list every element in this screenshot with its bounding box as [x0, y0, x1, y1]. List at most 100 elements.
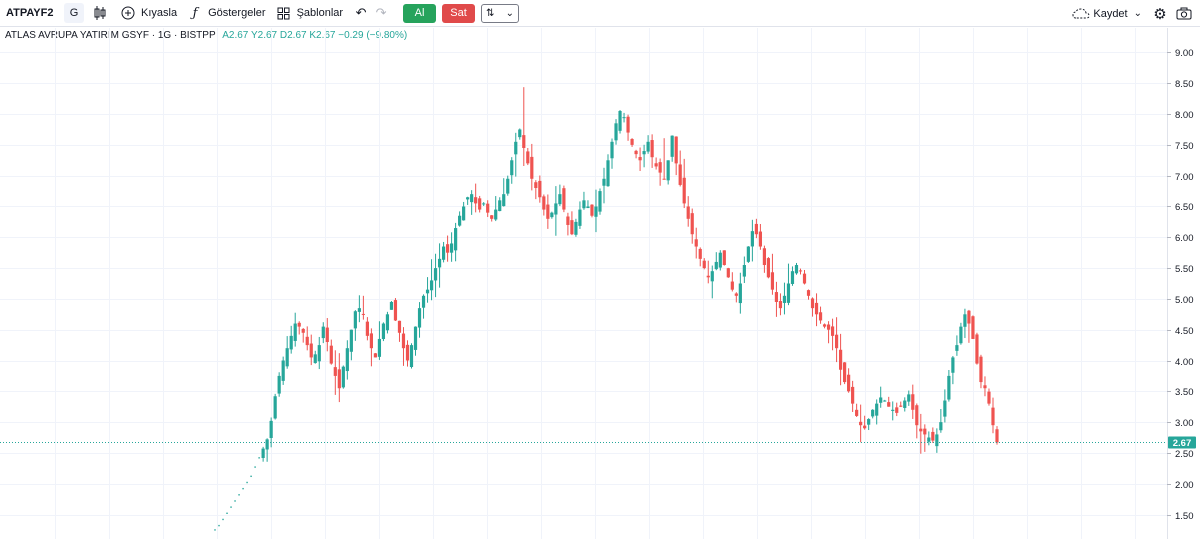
candle [441, 241, 446, 263]
candle [317, 336, 321, 370]
candle [822, 323, 827, 329]
candle [839, 333, 843, 386]
candle [214, 529, 216, 531]
candle [261, 446, 265, 462]
candle [566, 212, 570, 236]
compare-button[interactable]: Kıyasla [118, 3, 177, 23]
candle [289, 325, 293, 354]
candle [598, 188, 602, 215]
candle [381, 322, 386, 342]
save-menu-chevron-icon[interactable]: ⌄ [1133, 8, 1142, 19]
candle [558, 184, 562, 207]
candle [939, 409, 943, 433]
compare-label: Kıyasla [141, 7, 178, 19]
candle [851, 380, 855, 412]
candle [806, 289, 811, 300]
candle [843, 362, 847, 385]
templates-button[interactable]: Şablonlar [274, 3, 343, 23]
candle [325, 318, 329, 352]
candle [847, 368, 851, 393]
candle [742, 256, 746, 283]
candle [786, 263, 791, 306]
candle-style-icon[interactable] [90, 3, 110, 23]
candle [963, 308, 967, 339]
candle [574, 218, 578, 237]
candle [995, 426, 999, 445]
chart-grid [0, 28, 1167, 539]
candle [654, 157, 658, 170]
candle [790, 266, 795, 286]
candle [510, 157, 514, 184]
candle [923, 424, 927, 452]
candle [738, 272, 742, 314]
candle [530, 143, 534, 191]
candle [433, 253, 438, 298]
candle [421, 294, 426, 319]
sell-button[interactable]: Sat [442, 3, 476, 23]
candle [281, 356, 285, 385]
candle [606, 154, 610, 187]
candle [590, 204, 594, 218]
candle [602, 167, 606, 204]
candle [818, 306, 823, 324]
candle [506, 175, 510, 196]
candle [450, 232, 454, 262]
gear-icon[interactable]: ⚙ [1153, 5, 1167, 23]
redo-icon[interactable]: ↷ [375, 5, 387, 20]
legend-name[interactable]: ATLAS AVRUPA YATIRIM GSYF [5, 30, 149, 41]
candle [369, 328, 373, 367]
candle [401, 327, 406, 366]
chart-legend: ATLAS AVRUPA YATIRIM GSYF · 1G · BISTPP … [5, 30, 408, 41]
y-tick-label: 9.00 [1175, 48, 1194, 59]
symbol-search-button[interactable]: ATPAYF2 [6, 7, 54, 19]
y-tick-label: 8.50 [1175, 79, 1194, 90]
y-tick-label: 5.50 [1175, 264, 1194, 275]
chevron-down-icon: ⌄ [505, 7, 515, 19]
candle [943, 389, 947, 423]
chart-area[interactable]: 9.00 8.50 8.00 7.50 7.00 6.50 6.00 5.50 5.00 4.50… [0, 28, 1200, 539]
candle [907, 390, 911, 406]
candle [722, 250, 726, 266]
y-tick-label: 8.00 [1175, 110, 1194, 121]
candle [301, 328, 305, 343]
candle [254, 466, 256, 468]
y-tick-label: 7.00 [1175, 172, 1194, 183]
candle [883, 399, 887, 402]
save-button[interactable]: Kaydet [1093, 7, 1128, 20]
buy-button[interactable]: Al [403, 3, 437, 23]
last-price-label: 2.67 [1173, 438, 1192, 449]
candle [867, 418, 871, 431]
interval-button[interactable]: G [64, 3, 84, 23]
camera-icon[interactable] [1174, 4, 1194, 24]
candle [662, 138, 666, 180]
candle [975, 332, 979, 365]
candle [526, 147, 530, 166]
candle [490, 215, 494, 222]
candle [871, 409, 875, 419]
price-chart[interactable]: 9.00 8.50 8.00 7.50 7.00 6.50 6.00 5.50 5.00 4.50… [0, 28, 1200, 539]
candle [458, 211, 462, 227]
y-tick-label: 6.00 [1175, 233, 1194, 244]
order-type-select[interactable]: ⇅ ⌄ [481, 3, 520, 23]
candle [429, 259, 434, 301]
candle [486, 200, 490, 217]
candle [750, 219, 754, 262]
candle [345, 340, 349, 380]
candle [762, 245, 767, 273]
candle [718, 250, 722, 271]
candle [698, 247, 702, 267]
undo-icon[interactable]: ↶ [355, 5, 367, 20]
last-price-marker: 2.67 [0, 436, 1196, 449]
candle [810, 297, 815, 317]
indicators-button[interactable]: ƒ Göstergeler [185, 3, 266, 23]
candle [393, 298, 398, 322]
candle [550, 211, 554, 219]
indicators-label: Göstergeler [208, 7, 266, 19]
candle [794, 262, 799, 275]
candle [658, 158, 662, 186]
candle [570, 211, 574, 236]
candle [979, 354, 983, 389]
candle [474, 183, 478, 213]
candle [542, 194, 546, 216]
candle [353, 310, 357, 341]
